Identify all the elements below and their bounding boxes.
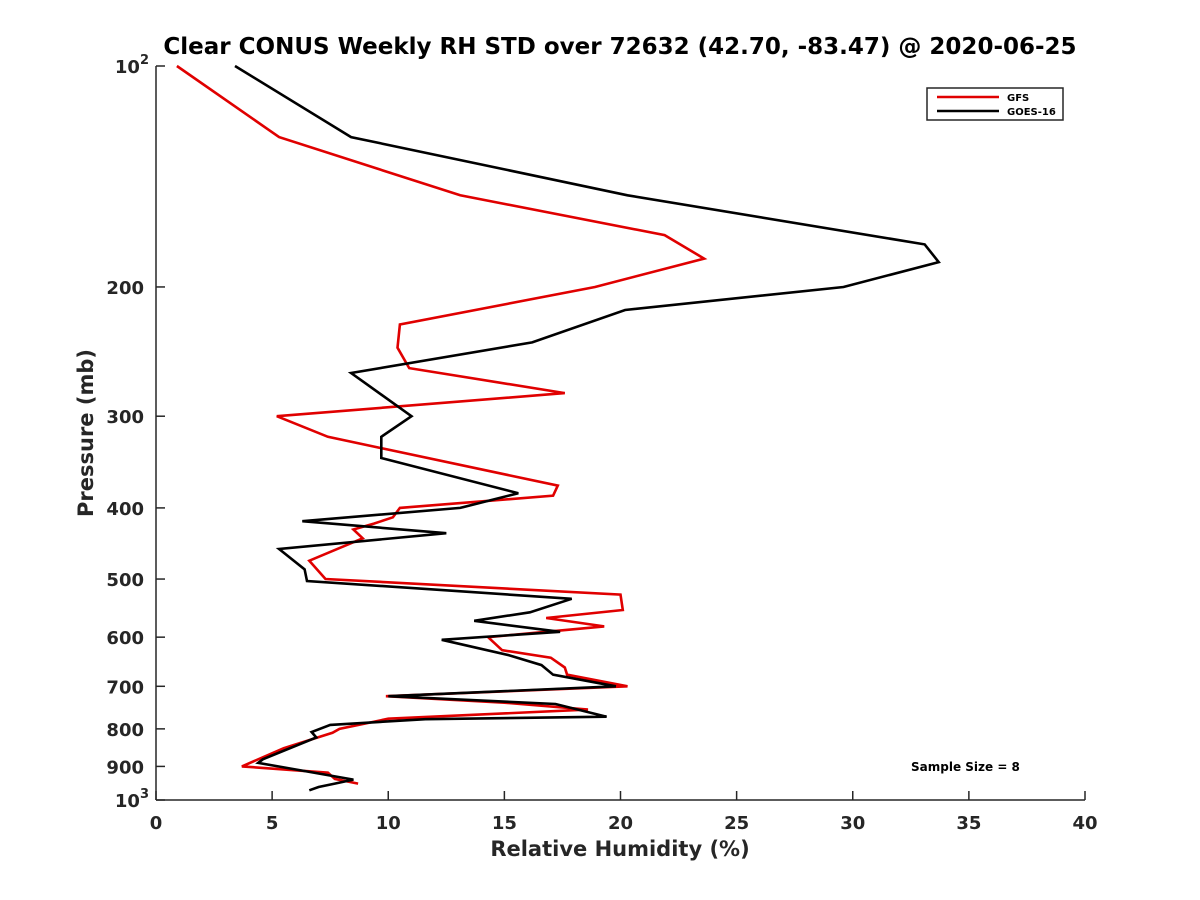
plot-area: 0 5 10 15 20 25 30 35 40102200300400500600700800… (106, 53, 1097, 834)
legend-entry-label: GOES-16 (1007, 107, 1056, 118)
legend: GFS GOES-16 (926, 87, 1064, 121)
series-line-gfs (176, 64, 708, 785)
y-tick-label: 300 (106, 407, 144, 428)
legend-entry-label: GFS (1007, 93, 1029, 104)
x-axis-label: Relative Humidity (%) (490, 837, 749, 861)
y-tick-label: 400 (106, 499, 144, 520)
x-tick-label: 40 (1072, 813, 1097, 834)
x-tick-label: 10 (376, 813, 401, 834)
x-tick-label: 15 (492, 813, 517, 834)
y-tick-label: 700 (106, 677, 144, 698)
chart-title: Clear CONUS Weekly RH STD over 72632 (42… (163, 34, 1076, 60)
legend-box (926, 87, 1064, 121)
x-tick-label: 30 (840, 813, 865, 834)
y-tick-label: 500 (106, 570, 144, 591)
x-tick-label: 5 (266, 813, 279, 834)
y-tick-label: 800 (106, 720, 144, 741)
y-tick-label: 600 (106, 628, 144, 649)
x-tick-label: 20 (608, 813, 633, 834)
y-tick-label: 900 (106, 757, 144, 778)
series-line-goes-16 (234, 64, 941, 792)
y-axis-label: Pressure (mb) (74, 349, 98, 517)
y-tick-label: 200 (106, 278, 144, 299)
x-tick-label: 25 (724, 813, 749, 834)
sample-size-annotation: Sample Size = 8 (911, 760, 1020, 774)
x-tick-label: 35 (956, 813, 981, 834)
x-tick-label: 0 (150, 813, 163, 834)
